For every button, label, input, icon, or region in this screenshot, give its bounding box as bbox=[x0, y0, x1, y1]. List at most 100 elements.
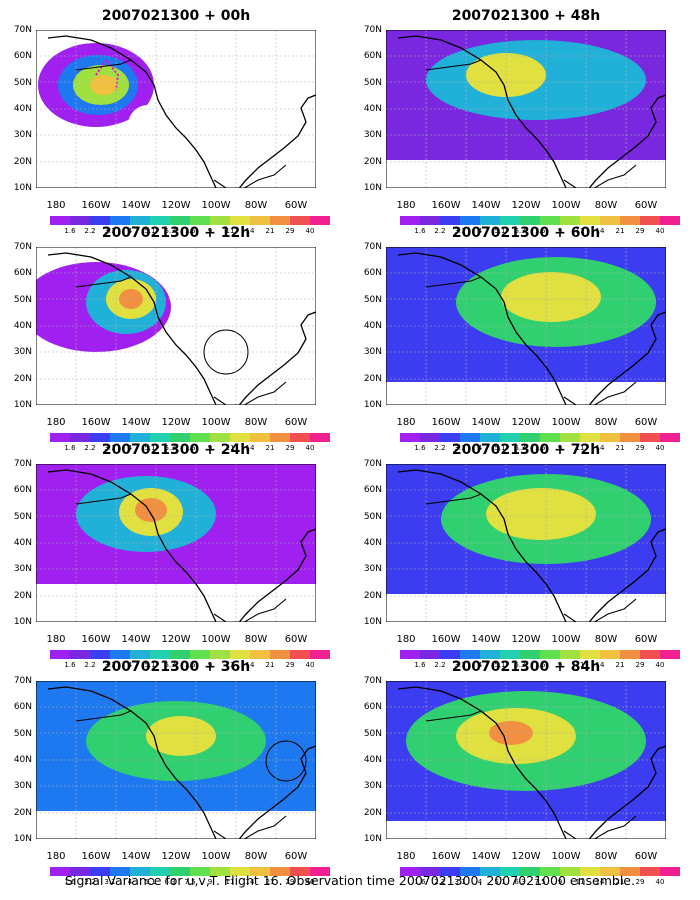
map-panel: 2007021300 + 24h 70N 60N 50N 40N 30N 20N 10N 1… bbox=[0, 442, 330, 669]
lon-label: 60W bbox=[284, 634, 308, 645]
colorbar-label: 14 bbox=[245, 878, 255, 886]
map-panel: 2007021300 + 00h 70N 60N 50N 40N 30N 20N 10N 1… bbox=[0, 8, 330, 235]
lon-label: 140W bbox=[121, 851, 151, 862]
lat-label: 30N bbox=[363, 347, 382, 358]
lon-label: 100W bbox=[201, 851, 231, 862]
variance-map bbox=[386, 247, 666, 405]
variance-map bbox=[386, 464, 666, 622]
colorbar-label: 9 bbox=[207, 444, 213, 452]
colorbar-label: 21 bbox=[265, 227, 275, 235]
colorbar-label: 1.6 bbox=[414, 227, 426, 235]
map-panel: 2007021300 + 84h 70N 60N 50N 40N 30N 20N 10N 1… bbox=[350, 659, 680, 886]
lat-label: 10N bbox=[13, 833, 32, 844]
lat-label: 30N bbox=[13, 564, 32, 575]
lat-label: 40N bbox=[363, 103, 382, 114]
colorbar-label: 6.3 bbox=[514, 878, 526, 886]
colorbar-label: 11 bbox=[225, 661, 235, 669]
lon-label: 80W bbox=[594, 417, 618, 428]
colorbar-label: 5.1 bbox=[144, 878, 156, 886]
lon-label: 180 bbox=[396, 634, 416, 645]
lat-label: 60N bbox=[13, 485, 32, 496]
lon-label: 60W bbox=[634, 417, 658, 428]
colorbar-label: 9 bbox=[557, 227, 563, 235]
colorbar-label: 7.5 bbox=[184, 444, 196, 452]
colorbar-label: 40 bbox=[305, 878, 315, 886]
lat-label: 70N bbox=[363, 459, 382, 469]
colorbar-label: 21 bbox=[265, 661, 275, 669]
lat-label: 50N bbox=[13, 77, 32, 88]
colorbar-label: 40 bbox=[655, 227, 665, 235]
lat-label: 30N bbox=[13, 347, 32, 358]
lat-label: 60N bbox=[13, 702, 32, 713]
colorbar-label: 14 bbox=[245, 661, 255, 669]
colorbar-label: 2.2 bbox=[434, 444, 446, 452]
lon-label: 180 bbox=[396, 417, 416, 428]
colorbar bbox=[50, 433, 330, 442]
lat-label: 10N bbox=[13, 616, 32, 627]
lon-label: 120W bbox=[511, 417, 541, 428]
colorbar-label: 14 bbox=[595, 227, 605, 235]
colorbar-label: 29 bbox=[635, 444, 645, 452]
lon-label: 100W bbox=[551, 634, 581, 645]
colorbar-label: 29 bbox=[285, 661, 295, 669]
colorbar-label: 4 bbox=[477, 878, 483, 886]
colorbar-label: 29 bbox=[635, 661, 645, 669]
lon-label: 120W bbox=[161, 417, 191, 428]
lat-label: 50N bbox=[13, 294, 32, 305]
colorbar bbox=[400, 433, 680, 442]
colorbar bbox=[400, 216, 680, 225]
lat-label: 40N bbox=[363, 754, 382, 765]
lat-label: 20N bbox=[363, 807, 382, 818]
colorbar-label: 2.2 bbox=[434, 661, 446, 669]
colorbar-label: 11 bbox=[575, 661, 585, 669]
lat-label: 50N bbox=[363, 728, 382, 739]
lat-label: 40N bbox=[13, 320, 32, 331]
colorbar-label: 3.1 bbox=[104, 227, 116, 235]
colorbar-label: 14 bbox=[595, 444, 605, 452]
colorbar-label: 6.3 bbox=[164, 878, 176, 886]
colorbar-label: 21 bbox=[615, 878, 625, 886]
lon-label: 80W bbox=[244, 851, 268, 862]
colorbar-label: 40 bbox=[655, 444, 665, 452]
lon-label: 160W bbox=[431, 634, 461, 645]
lon-label: 60W bbox=[634, 851, 658, 862]
colorbar-label: 1.6 bbox=[64, 878, 76, 886]
lon-label: 160W bbox=[431, 200, 461, 211]
colorbar-label: 7.5 bbox=[184, 661, 196, 669]
lon-label: 100W bbox=[551, 417, 581, 428]
colorbar-label: 4 bbox=[127, 227, 133, 235]
colorbar-label: 11 bbox=[575, 227, 585, 235]
colorbar-label: 40 bbox=[655, 878, 665, 886]
lat-label: 70N bbox=[13, 676, 32, 686]
colorbar-label: 14 bbox=[245, 227, 255, 235]
colorbar-label: 7.5 bbox=[534, 661, 546, 669]
colorbar-label: 40 bbox=[305, 227, 315, 235]
lon-label: 60W bbox=[634, 200, 658, 211]
lon-label: 180 bbox=[46, 634, 66, 645]
lon-label: 100W bbox=[201, 417, 231, 428]
colorbar-label: 7.5 bbox=[534, 444, 546, 452]
colorbar-label: 21 bbox=[615, 444, 625, 452]
colorbar-label: 6.3 bbox=[164, 227, 176, 235]
panel-title: 2007021300 + 24h bbox=[101, 442, 251, 458]
colorbar-label: 3.1 bbox=[104, 878, 116, 886]
lon-label: 160W bbox=[431, 417, 461, 428]
lat-label: 20N bbox=[363, 373, 382, 384]
lat-label: 60N bbox=[363, 485, 382, 496]
lon-label: 120W bbox=[511, 634, 541, 645]
colorbar-label: 3.1 bbox=[454, 227, 466, 235]
lat-label: 20N bbox=[363, 156, 382, 167]
colorbar-label: 21 bbox=[265, 444, 275, 452]
colorbar-label: 7.5 bbox=[184, 227, 196, 235]
lon-label: 180 bbox=[396, 851, 416, 862]
colorbar-label: 40 bbox=[305, 661, 315, 669]
lat-label: 50N bbox=[363, 294, 382, 305]
colorbar-label: 5.1 bbox=[494, 661, 506, 669]
lat-label: 70N bbox=[363, 242, 382, 252]
colorbar-label: 40 bbox=[655, 661, 665, 669]
colorbar-label: 6.3 bbox=[514, 444, 526, 452]
colorbar-label: 1.6 bbox=[64, 227, 76, 235]
lat-label: 40N bbox=[13, 537, 32, 548]
lon-label: 120W bbox=[161, 634, 191, 645]
lat-label: 40N bbox=[13, 754, 32, 765]
